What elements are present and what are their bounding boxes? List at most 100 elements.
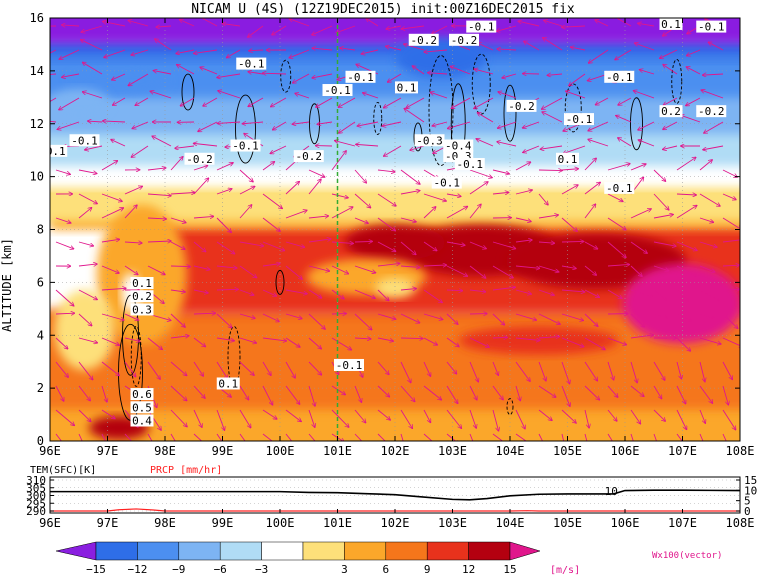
wind-vector	[515, 265, 539, 268]
wind-vector	[239, 433, 246, 441]
contour-label-bg	[431, 176, 462, 189]
blob-yellow-west	[54, 289, 115, 370]
wind-vector	[293, 73, 310, 83]
blob-magenta	[622, 263, 740, 344]
wind-vector	[176, 49, 195, 54]
wind-vector	[170, 336, 189, 338]
wind-vector	[377, 313, 396, 319]
wind-vector	[584, 265, 596, 275]
wind-vector	[722, 265, 739, 266]
colorbar-tick-label: −3	[255, 563, 268, 575]
wind-vector	[400, 289, 416, 290]
wind-vector	[630, 209, 651, 219]
wind-vector	[547, 74, 563, 75]
wind-vector	[289, 49, 310, 58]
contour-label: 0.3	[130, 303, 154, 316]
wind-vector	[401, 25, 425, 29]
wind-vector	[469, 241, 486, 249]
wind-vector	[50, 120, 57, 123]
y-tick-label: 2	[37, 381, 44, 395]
wind-vector	[653, 265, 669, 271]
wind-vector	[170, 409, 187, 427]
wind-vector	[653, 361, 665, 380]
wind-vector	[384, 145, 402, 156]
wind-vector	[400, 409, 412, 428]
surface-left-tick-label: 300	[26, 490, 46, 503]
wind-vector	[446, 433, 459, 441]
x-tick-label: 100E	[266, 444, 295, 458]
y-tick-label: 10	[30, 170, 44, 184]
wind-vector	[152, 136, 172, 147]
wind-vector	[285, 337, 300, 347]
x-tick-label: 106E	[611, 444, 640, 458]
contour-label: 0.1	[556, 152, 579, 166]
contour-label: -0.1	[431, 176, 462, 190]
y-tick-label: 8	[37, 223, 44, 237]
wind-vector	[607, 241, 626, 257]
colorbar-tick-label: 12	[462, 563, 475, 575]
wind-vector	[515, 337, 540, 340]
wind-vector	[356, 144, 379, 146]
contour-label-bg	[69, 134, 100, 147]
wind-vector	[423, 241, 437, 251]
blob-yellow-mid	[375, 277, 415, 298]
wind-vector	[492, 287, 515, 291]
wind-vector	[676, 206, 697, 219]
colorbar-swatch	[55, 541, 97, 561]
wind-vector	[448, 121, 471, 128]
wind-vector	[543, 38, 563, 51]
wind-vector	[128, 21, 149, 27]
wind-vector	[357, 121, 379, 126]
wind-vector	[699, 433, 704, 441]
contour-label-bg	[443, 139, 474, 152]
wind-vector	[124, 205, 137, 219]
wind-vector	[630, 409, 640, 424]
wind-vector	[492, 385, 503, 400]
wind-vector	[331, 151, 346, 171]
wind-vector	[101, 337, 119, 345]
wind-vector	[538, 193, 548, 205]
wind-vector	[193, 289, 208, 293]
wind-vector	[124, 313, 139, 320]
wind-vector	[331, 207, 353, 219]
surface-x-tick-label: 104E	[496, 516, 525, 530]
wind-vector	[81, 40, 103, 51]
wind-vector	[686, 97, 701, 106]
contour-label: 0.1	[395, 81, 418, 94]
contour-label: -0.1	[322, 84, 353, 97]
wind-vector	[446, 361, 456, 374]
wind-vector	[540, 145, 563, 149]
wind-vector	[478, 43, 494, 51]
wind-shading	[50, 18, 740, 441]
wind-vector	[492, 169, 509, 174]
surface-x-tick-label: 101E	[323, 516, 352, 530]
wind-vector	[262, 289, 276, 296]
contour-labels: -0.1-0.1 -0.1-0.2 -0.2-0.1-0.10.1-0.2 -0.2-…	[50, 18, 727, 427]
wind-vector	[180, 20, 195, 27]
wind-vector	[446, 409, 461, 428]
wind-vector	[400, 433, 404, 441]
wind-vector	[446, 194, 461, 196]
wind-vector	[515, 240, 532, 242]
wind-vector	[561, 337, 584, 347]
contour-label-bg	[466, 20, 497, 33]
wind-vector	[216, 361, 228, 379]
wind-vector	[336, 25, 356, 33]
contour-label-text: -0.4	[445, 140, 472, 153]
wind-vector	[147, 168, 166, 170]
wind-vector	[354, 289, 375, 298]
wind-vector	[498, 92, 517, 99]
surface-left-tick-label: 290	[26, 505, 46, 518]
wind-vector	[216, 433, 223, 441]
wind-vector	[101, 385, 107, 402]
wind-vector	[193, 178, 208, 195]
wind-vector	[515, 162, 530, 171]
wind-vector	[515, 409, 525, 429]
temperature-line	[50, 489, 741, 501]
wind-vector	[308, 337, 321, 349]
blob-light-west	[50, 88, 109, 117]
contour-label: 0.4	[130, 414, 154, 427]
wind-vector	[561, 241, 584, 242]
wind-vector	[354, 385, 361, 402]
colorbar-swatch	[509, 541, 541, 561]
